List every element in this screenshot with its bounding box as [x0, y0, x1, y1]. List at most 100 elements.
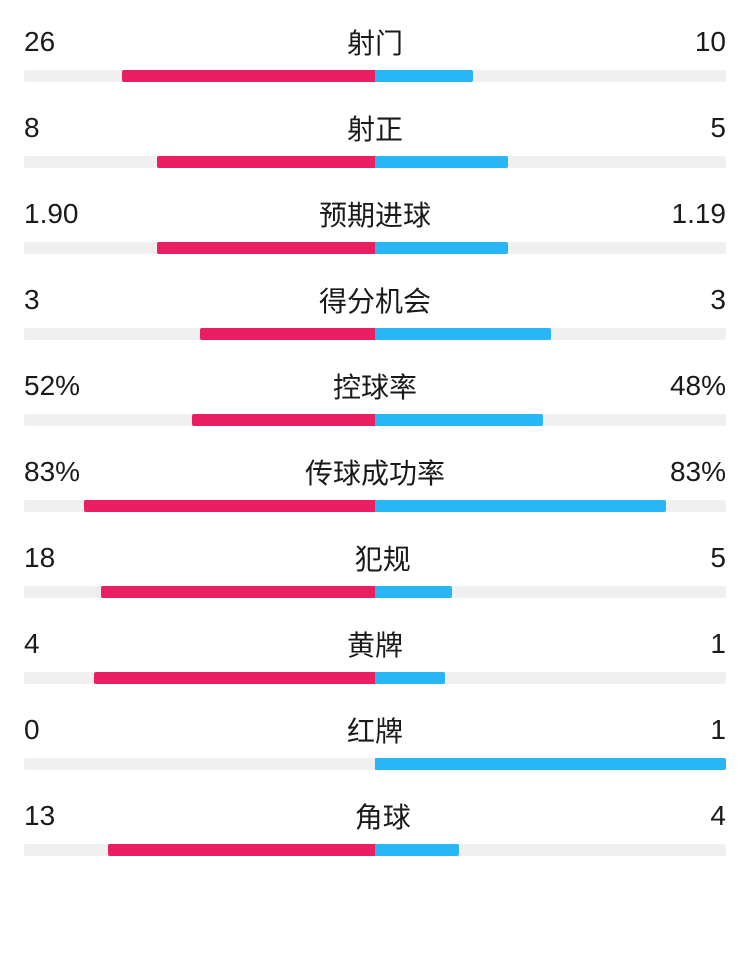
stat-label: 犯规 [55, 538, 710, 578]
stat-row: 0红牌1 [24, 710, 726, 770]
stat-header: 18犯规5 [24, 538, 726, 578]
stat-bar-left-side [24, 586, 375, 598]
stat-bar-right-side [375, 414, 726, 426]
stat-bar-left-fill [84, 500, 375, 512]
stat-header: 4黄牌1 [24, 624, 726, 664]
stat-bar-container [24, 758, 726, 770]
stat-bar-left-fill [108, 844, 375, 856]
stat-right-value: 1 [710, 628, 726, 660]
stat-left-value: 26 [24, 26, 55, 58]
stat-label: 角球 [55, 796, 710, 836]
stat-bar-right-side [375, 844, 726, 856]
stat-bar-container [24, 586, 726, 598]
stat-bar-container [24, 414, 726, 426]
stat-bar-left-side [24, 844, 375, 856]
stat-bar-right-side [375, 500, 726, 512]
stat-bar-left-side [24, 242, 375, 254]
stat-row: 83%传球成功率83% [24, 452, 726, 512]
stat-header: 52%控球率48% [24, 366, 726, 406]
stat-right-value: 1.19 [672, 198, 727, 230]
stat-bar-left-side [24, 758, 375, 770]
stat-bar-container [24, 500, 726, 512]
stat-bar-right-fill [375, 70, 473, 82]
stat-row: 52%控球率48% [24, 366, 726, 426]
stat-bar-right-fill [375, 586, 452, 598]
stat-header: 13角球4 [24, 796, 726, 836]
stat-bar-left-fill [157, 242, 375, 254]
stat-bar-right-fill [375, 156, 508, 168]
stat-bar-right-side [375, 672, 726, 684]
stat-bar-container [24, 328, 726, 340]
stat-bar-right-fill [375, 672, 445, 684]
stat-label: 射正 [40, 108, 711, 148]
stat-bar-right-fill [375, 328, 551, 340]
stat-bar-right-side [375, 758, 726, 770]
stat-bar-right-side [375, 586, 726, 598]
stat-header: 3得分机会3 [24, 280, 726, 320]
stat-header: 0红牌1 [24, 710, 726, 750]
stat-bar-container [24, 156, 726, 168]
stat-label: 得分机会 [40, 280, 711, 320]
stat-bar-container [24, 844, 726, 856]
stat-header: 26射门10 [24, 22, 726, 62]
stat-row: 4黄牌1 [24, 624, 726, 684]
stat-bar-container [24, 242, 726, 254]
stat-left-value: 83% [24, 456, 80, 488]
stat-header: 83%传球成功率83% [24, 452, 726, 492]
stat-row: 8射正5 [24, 108, 726, 168]
stat-bar-right-fill [375, 242, 508, 254]
match-stats-container: 26射门108射正51.90预期进球1.193得分机会352%控球率48%83%… [24, 22, 726, 856]
stat-bar-left-side [24, 156, 375, 168]
stat-bar-container [24, 672, 726, 684]
stat-right-value: 4 [710, 800, 726, 832]
stat-left-value: 0 [24, 714, 40, 746]
stat-label: 黄牌 [40, 624, 711, 664]
stat-row: 13角球4 [24, 796, 726, 856]
stat-right-value: 48% [670, 370, 726, 402]
stat-left-value: 13 [24, 800, 55, 832]
stat-header: 1.90预期进球1.19 [24, 194, 726, 234]
stat-label: 红牌 [40, 710, 711, 750]
stat-left-value: 52% [24, 370, 80, 402]
stat-bar-left-side [24, 500, 375, 512]
stat-row: 1.90预期进球1.19 [24, 194, 726, 254]
stat-left-value: 4 [24, 628, 40, 660]
stat-bar-right-fill [375, 844, 459, 856]
stat-bar-left-fill [122, 70, 375, 82]
stat-row: 18犯规5 [24, 538, 726, 598]
stat-bar-container [24, 70, 726, 82]
stat-row: 3得分机会3 [24, 280, 726, 340]
stat-right-value: 1 [710, 714, 726, 746]
stat-right-value: 5 [710, 112, 726, 144]
stat-bar-left-side [24, 672, 375, 684]
stat-bar-right-side [375, 156, 726, 168]
stat-left-value: 1.90 [24, 198, 79, 230]
stat-right-value: 83% [670, 456, 726, 488]
stat-bar-right-fill [375, 500, 666, 512]
stat-row: 26射门10 [24, 22, 726, 82]
stat-left-value: 3 [24, 284, 40, 316]
stat-right-value: 3 [710, 284, 726, 316]
stat-bar-right-fill [375, 414, 543, 426]
stat-right-value: 5 [710, 542, 726, 574]
stat-bar-left-fill [101, 586, 375, 598]
stat-bar-right-side [375, 242, 726, 254]
stat-bar-left-side [24, 70, 375, 82]
stat-header: 8射正5 [24, 108, 726, 148]
stat-label: 射门 [55, 22, 695, 62]
stat-label: 控球率 [80, 366, 670, 406]
stat-bar-left-side [24, 328, 375, 340]
stat-label: 预期进球 [79, 194, 672, 234]
stat-bar-right-side [375, 70, 726, 82]
stat-label: 传球成功率 [80, 452, 670, 492]
stat-bar-left-fill [157, 156, 375, 168]
stat-bar-left-side [24, 414, 375, 426]
stat-left-value: 8 [24, 112, 40, 144]
stat-right-value: 10 [695, 26, 726, 58]
stat-bar-left-fill [200, 328, 376, 340]
stat-bar-left-fill [94, 672, 375, 684]
stat-bar-right-side [375, 328, 726, 340]
stat-bar-right-fill [375, 758, 726, 770]
stat-left-value: 18 [24, 542, 55, 574]
stat-bar-left-fill [192, 414, 375, 426]
